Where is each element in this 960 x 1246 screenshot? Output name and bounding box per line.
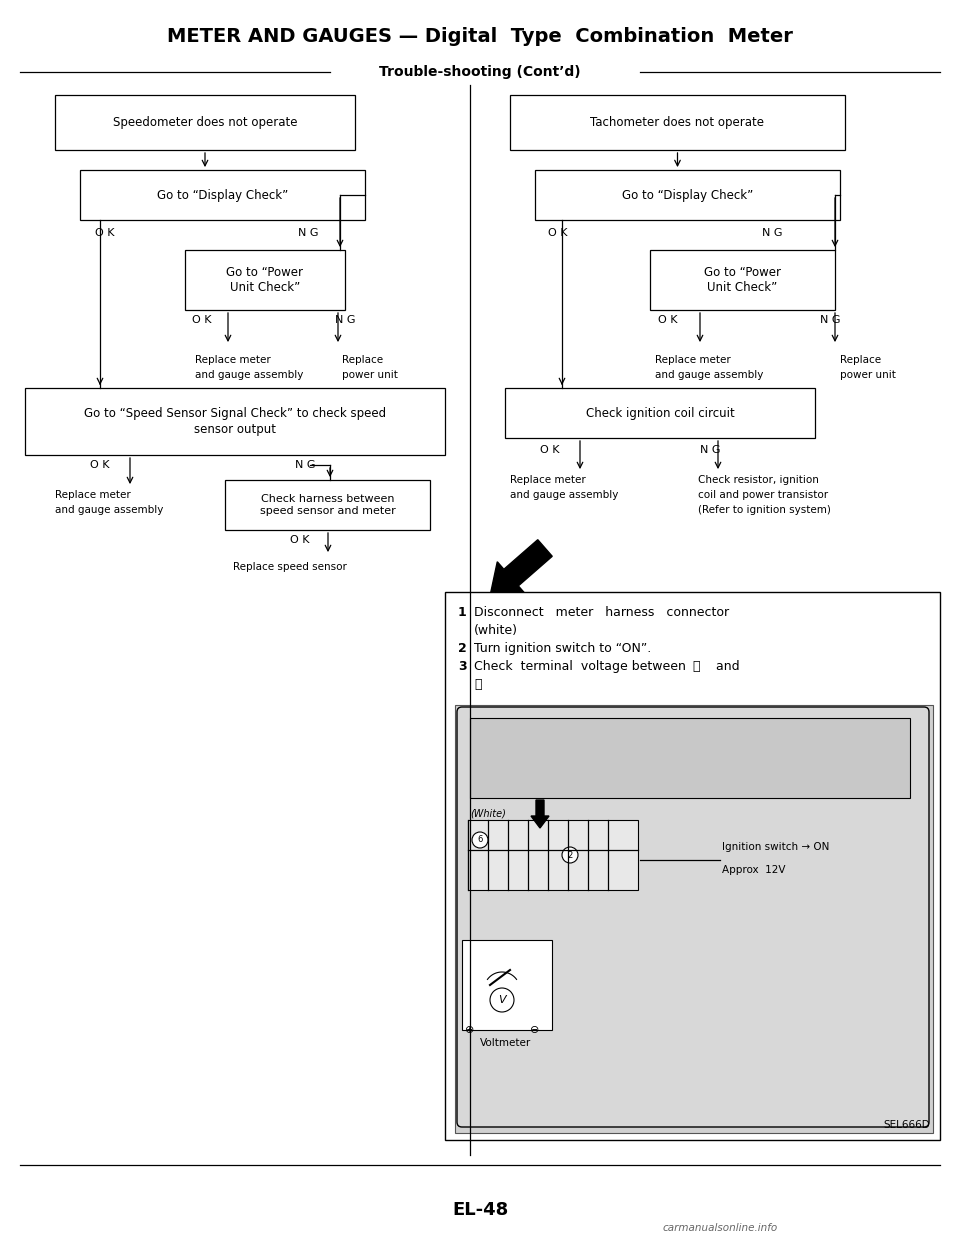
FancyBboxPatch shape: [457, 706, 929, 1126]
Text: and gauge assembly: and gauge assembly: [195, 370, 303, 380]
Text: 3: 3: [458, 660, 467, 673]
Text: (White): (White): [470, 807, 506, 819]
Text: N G: N G: [335, 315, 355, 325]
Text: Speedometer does not operate: Speedometer does not operate: [112, 116, 298, 130]
Text: 2: 2: [567, 851, 572, 860]
Text: Go to “Display Check”: Go to “Display Check”: [156, 188, 288, 202]
Circle shape: [562, 847, 578, 863]
Text: O K: O K: [290, 535, 309, 545]
Bar: [510, 95, 845, 150]
Text: (Refer to ignition system): (Refer to ignition system): [698, 505, 830, 515]
Bar: [445, 592, 940, 1140]
Text: Replace: Replace: [840, 355, 881, 365]
Text: Replace meter: Replace meter: [655, 355, 731, 365]
Text: and gauge assembly: and gauge assembly: [510, 490, 618, 500]
Text: and gauge assembly: and gauge assembly: [655, 370, 763, 380]
Text: carmanualsonline.info: carmanualsonline.info: [662, 1224, 778, 1234]
Text: Turn ignition switch to “ON”.: Turn ignition switch to “ON”.: [474, 642, 651, 655]
Bar: [455, 705, 933, 1133]
Text: V: V: [498, 996, 506, 1006]
Text: Ignition switch → ON: Ignition switch → ON: [722, 842, 829, 852]
Bar: [80, 169, 365, 221]
Text: (white): (white): [474, 624, 518, 637]
Circle shape: [490, 988, 514, 1012]
Text: Check resistor, ignition: Check resistor, ignition: [698, 475, 819, 485]
Text: N G: N G: [295, 460, 316, 470]
Text: O K: O K: [548, 228, 567, 238]
Bar: [185, 250, 345, 310]
Bar: [470, 718, 910, 797]
Text: Check  terminal  voltage between: Check terminal voltage between: [474, 660, 690, 673]
FancyArrow shape: [531, 800, 549, 829]
Text: Trouble-shooting (Cont’d): Trouble-shooting (Cont’d): [379, 65, 581, 78]
Text: Go to “Speed Sensor Signal Check” to check speed
sensor output: Go to “Speed Sensor Signal Check” to che…: [84, 407, 386, 436]
Text: Voltmeter: Voltmeter: [480, 1038, 532, 1048]
Text: 1: 1: [458, 606, 467, 619]
Text: O K: O K: [540, 445, 560, 455]
Text: METER AND GAUGES — Digital  Type  Combination  Meter: METER AND GAUGES — Digital Type Combinat…: [167, 26, 793, 46]
Text: Go to “Power
Unit Check”: Go to “Power Unit Check”: [227, 265, 303, 294]
Text: Go to “Display Check”: Go to “Display Check”: [622, 188, 754, 202]
Text: N G: N G: [762, 228, 782, 238]
Bar: [55, 95, 355, 150]
Text: Replace meter: Replace meter: [510, 475, 586, 485]
Bar: [650, 250, 835, 310]
Text: Replace speed sensor: Replace speed sensor: [233, 562, 347, 572]
Text: and: and: [712, 660, 739, 673]
Text: 2: 2: [458, 642, 467, 655]
Bar: [505, 388, 815, 439]
Text: coil and power transistor: coil and power transistor: [698, 490, 828, 500]
Text: ⊕: ⊕: [466, 1025, 474, 1035]
Bar: [225, 480, 430, 530]
Bar: [462, 939, 552, 1030]
Text: ⓑ: ⓑ: [474, 678, 482, 692]
Bar: [25, 388, 445, 455]
Text: Tachometer does not operate: Tachometer does not operate: [590, 116, 764, 130]
Text: Replace meter: Replace meter: [195, 355, 271, 365]
Text: SEL666D: SEL666D: [883, 1120, 930, 1130]
Text: EL-48: EL-48: [452, 1201, 508, 1219]
Text: N G: N G: [298, 228, 319, 238]
Text: N G: N G: [700, 445, 721, 455]
Bar: [535, 169, 840, 221]
Text: O K: O K: [192, 315, 211, 325]
Text: O K: O K: [658, 315, 678, 325]
Text: Check harness between
speed sensor and meter: Check harness between speed sensor and m…: [259, 495, 396, 516]
Text: O K: O K: [90, 460, 109, 470]
Text: Go to “Power
Unit Check”: Go to “Power Unit Check”: [704, 265, 781, 294]
Text: and gauge assembly: and gauge assembly: [55, 505, 163, 515]
FancyArrow shape: [490, 540, 552, 596]
Text: 6: 6: [477, 836, 483, 845]
Circle shape: [472, 832, 488, 849]
Text: N G: N G: [820, 315, 841, 325]
Bar: [468, 820, 638, 890]
Text: O K: O K: [95, 228, 114, 238]
Text: Replace: Replace: [342, 355, 383, 365]
Text: Replace meter: Replace meter: [55, 490, 131, 500]
Text: Check ignition coil circuit: Check ignition coil circuit: [586, 406, 734, 420]
Text: power unit: power unit: [840, 370, 896, 380]
Text: Disconnect   meter   harness   connector: Disconnect meter harness connector: [474, 606, 730, 619]
Text: Approx  12V: Approx 12V: [722, 865, 785, 875]
Text: power unit: power unit: [342, 370, 397, 380]
Text: ⓕ: ⓕ: [692, 660, 700, 673]
Text: ⊖: ⊖: [530, 1025, 540, 1035]
